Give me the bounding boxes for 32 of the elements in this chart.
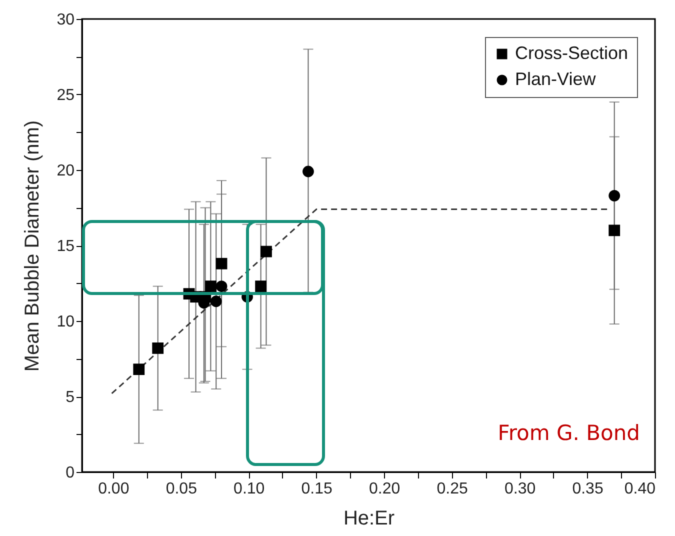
point	[260, 246, 272, 258]
y-tick-label: 5	[66, 389, 75, 406]
text: 0.00	[98, 480, 130, 498]
point	[210, 296, 222, 308]
point	[255, 280, 267, 292]
x-tick-label: 0.20	[369, 480, 400, 498]
x-tick-label: 0.35	[572, 480, 604, 498]
point	[133, 364, 145, 376]
x-tick-label: 0.40	[624, 480, 656, 498]
legend-label: Cross-Section	[515, 43, 628, 63]
annotation: From G. Bond	[498, 421, 640, 445]
point	[152, 342, 164, 354]
x-tick-label: 0.05	[166, 480, 198, 498]
y-tick-label: 0	[66, 464, 75, 482]
x-axis-title: He:Er	[343, 508, 395, 530]
x-tick-label: 0.10	[234, 480, 265, 498]
point	[216, 280, 228, 292]
x-tick-label: 0.25	[436, 480, 468, 498]
point	[204, 280, 216, 292]
x-tick-label: 0.15	[301, 480, 333, 498]
y-tick-label: 15	[56, 238, 75, 255]
point	[302, 166, 314, 178]
x-tick-label: 0.30	[504, 480, 536, 498]
y-tick-label: 25	[56, 87, 75, 104]
legend-label: Plan-View	[515, 69, 597, 89]
y-axis-title: Mean Bubble Diameter (nm)	[22, 120, 44, 372]
point	[608, 190, 620, 202]
point	[608, 224, 620, 236]
y-tick-label: 10	[56, 314, 75, 330]
y-tick-label: 30	[56, 12, 75, 28]
y-tick-label: 20	[56, 162, 75, 180]
point	[216, 258, 228, 270]
